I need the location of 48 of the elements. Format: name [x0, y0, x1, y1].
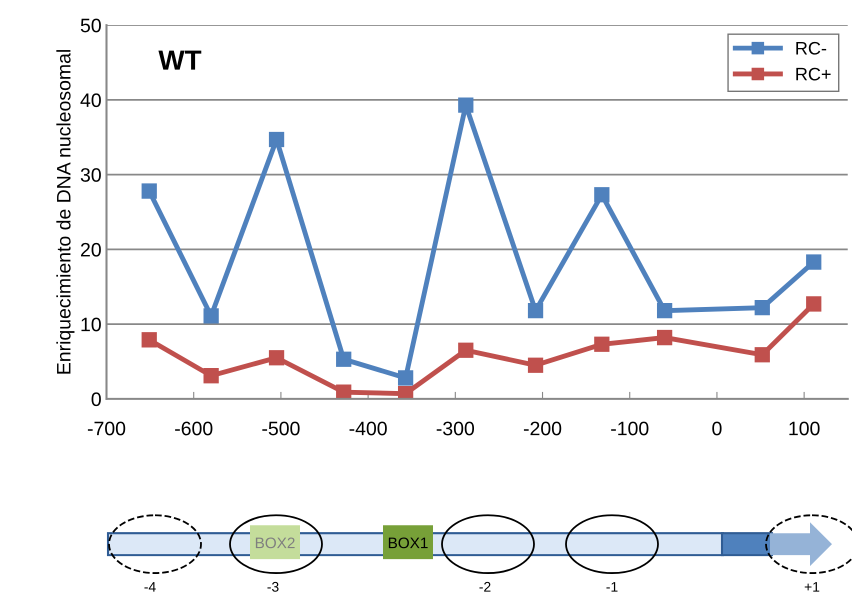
point: [594, 336, 610, 352]
y-tick-label: 50: [80, 18, 101, 32]
x-tick-label: -300: [436, 422, 474, 436]
text: BOX1: [388, 537, 428, 548]
x-tick-label: -600: [175, 422, 212, 436]
point: [204, 368, 219, 384]
point: [656, 303, 672, 318]
point: [268, 132, 284, 148]
text: -4: [144, 582, 156, 592]
point: [656, 330, 672, 346]
text: +1: [804, 582, 820, 592]
point: [142, 183, 157, 199]
point: [458, 97, 474, 113]
x-tick-label: -500: [262, 422, 300, 436]
point: [806, 254, 822, 270]
x-tick-label: 100: [789, 422, 820, 436]
point: [142, 332, 157, 348]
legend-label: RC-: [796, 42, 826, 55]
point: [806, 296, 822, 312]
point: [528, 358, 544, 373]
point: [398, 386, 414, 399]
point: [398, 370, 414, 386]
legend-label: RC+: [796, 68, 831, 80]
y-tick-label: 0: [92, 392, 101, 406]
x-tick-label: 0: [712, 422, 722, 436]
point: [204, 308, 219, 324]
y-tick-label: 20: [80, 242, 101, 257]
y-tick-label: 10: [81, 318, 101, 332]
point: [268, 350, 284, 366]
x-tick-label: -200: [524, 422, 562, 436]
text: BOX2: [256, 537, 295, 548]
point: [528, 303, 544, 318]
text: -2: [479, 582, 490, 592]
y-tick-label: 40: [80, 93, 101, 108]
y-tick-label: 30: [80, 168, 101, 182]
point: [336, 352, 352, 367]
point: [754, 300, 770, 316]
point: [594, 187, 610, 202]
x-tick-label: -100: [611, 422, 648, 436]
point: [754, 347, 770, 362]
point: [458, 342, 474, 358]
x-tick-label: -700: [88, 422, 126, 436]
text: -1: [606, 582, 618, 592]
text: -3: [267, 582, 279, 592]
annotation: WT: [158, 50, 202, 70]
y-axis-title: Enriquecimiento de DNA nucleosomal: [56, 50, 74, 374]
point: [336, 384, 352, 399]
x-tick-label: -400: [350, 422, 387, 436]
